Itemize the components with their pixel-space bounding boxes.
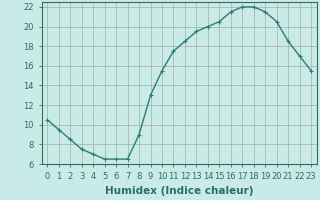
X-axis label: Humidex (Indice chaleur): Humidex (Indice chaleur) (105, 186, 253, 196)
